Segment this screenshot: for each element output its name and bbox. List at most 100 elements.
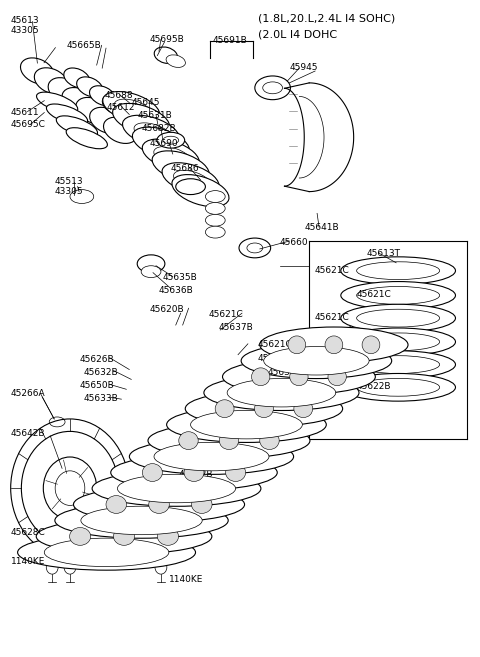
- Ellipse shape: [128, 112, 154, 132]
- Ellipse shape: [81, 506, 202, 535]
- Text: 45611: 45611: [11, 108, 39, 116]
- Ellipse shape: [154, 47, 178, 64]
- Text: 45621C: 45621C: [258, 340, 292, 349]
- Text: 45945: 45945: [289, 63, 318, 72]
- Ellipse shape: [219, 432, 239, 449]
- Text: 45621C: 45621C: [208, 310, 243, 319]
- Text: 45621C: 45621C: [314, 265, 349, 275]
- Text: 45622B: 45622B: [357, 382, 391, 392]
- Ellipse shape: [157, 528, 179, 545]
- Ellipse shape: [167, 407, 326, 442]
- Ellipse shape: [241, 343, 392, 378]
- Ellipse shape: [122, 115, 180, 147]
- Text: 45621C: 45621C: [357, 290, 391, 300]
- Text: 45613
43305: 45613 43305: [11, 16, 39, 35]
- Text: 45645: 45645: [131, 98, 160, 106]
- Text: 45631B: 45631B: [137, 110, 172, 120]
- Ellipse shape: [205, 191, 225, 202]
- Ellipse shape: [114, 99, 152, 120]
- Ellipse shape: [18, 535, 195, 570]
- Ellipse shape: [174, 170, 212, 191]
- Ellipse shape: [134, 123, 172, 144]
- Ellipse shape: [36, 518, 212, 555]
- Ellipse shape: [290, 368, 308, 386]
- Ellipse shape: [22, 432, 119, 545]
- Ellipse shape: [362, 336, 380, 353]
- Ellipse shape: [154, 442, 269, 471]
- Ellipse shape: [254, 399, 274, 418]
- Text: 45632B: 45632B: [84, 367, 119, 376]
- Ellipse shape: [154, 147, 192, 168]
- Text: 45682B: 45682B: [141, 124, 176, 133]
- Text: 45513
43305: 45513 43305: [54, 177, 83, 196]
- Ellipse shape: [184, 464, 204, 482]
- Text: 45660: 45660: [279, 238, 308, 247]
- Ellipse shape: [70, 528, 91, 545]
- Text: 45695C: 45695C: [11, 120, 46, 129]
- Text: 45266A: 45266A: [11, 390, 45, 398]
- Text: 45625C: 45625C: [176, 443, 211, 453]
- Ellipse shape: [155, 560, 167, 574]
- Ellipse shape: [36, 92, 78, 113]
- Ellipse shape: [44, 538, 169, 566]
- Ellipse shape: [341, 373, 456, 401]
- Text: 45628C: 45628C: [11, 528, 46, 537]
- Ellipse shape: [341, 282, 456, 309]
- Text: (2.0L I4 DOHC: (2.0L I4 DOHC: [258, 30, 337, 39]
- Text: 45621: 45621: [258, 353, 286, 363]
- Ellipse shape: [141, 265, 161, 278]
- Ellipse shape: [89, 86, 116, 106]
- Text: 45620B: 45620B: [149, 306, 184, 314]
- Ellipse shape: [66, 127, 108, 148]
- Ellipse shape: [176, 179, 205, 194]
- Ellipse shape: [55, 503, 228, 538]
- Ellipse shape: [106, 495, 127, 513]
- Text: 45637B: 45637B: [218, 323, 253, 332]
- Ellipse shape: [113, 103, 170, 135]
- Ellipse shape: [103, 91, 160, 124]
- Ellipse shape: [64, 560, 76, 574]
- Ellipse shape: [204, 375, 359, 411]
- Ellipse shape: [132, 127, 190, 159]
- Ellipse shape: [205, 214, 225, 226]
- Ellipse shape: [118, 474, 236, 503]
- Text: 45612: 45612: [107, 102, 135, 112]
- Text: 45637B: 45637B: [268, 367, 302, 376]
- Text: 45636B: 45636B: [159, 286, 194, 294]
- Text: 45688: 45688: [105, 91, 133, 100]
- Ellipse shape: [46, 560, 58, 574]
- Ellipse shape: [341, 257, 456, 284]
- Ellipse shape: [227, 378, 336, 407]
- Ellipse shape: [252, 368, 270, 386]
- Text: 45690: 45690: [149, 139, 178, 148]
- Text: 45635B: 45635B: [163, 273, 198, 282]
- Text: 1140KE: 1140KE: [11, 557, 45, 566]
- Ellipse shape: [328, 368, 346, 386]
- Text: 45637B: 45637B: [173, 457, 207, 466]
- Text: 45626B: 45626B: [80, 355, 115, 364]
- Text: 45628C: 45628C: [179, 483, 214, 492]
- Text: 45691B: 45691B: [212, 36, 247, 45]
- Ellipse shape: [325, 336, 343, 353]
- Ellipse shape: [239, 238, 271, 258]
- Ellipse shape: [76, 97, 109, 124]
- Ellipse shape: [166, 55, 185, 68]
- Ellipse shape: [264, 346, 369, 375]
- Ellipse shape: [288, 336, 306, 353]
- Ellipse shape: [223, 359, 375, 395]
- Ellipse shape: [179, 432, 198, 449]
- Ellipse shape: [191, 411, 302, 439]
- Ellipse shape: [260, 432, 279, 449]
- Text: 45624C: 45624C: [357, 337, 391, 346]
- Ellipse shape: [130, 439, 294, 474]
- Ellipse shape: [115, 104, 142, 124]
- Text: 45623T: 45623T: [248, 390, 282, 398]
- Text: 45613T: 45613T: [367, 249, 400, 258]
- Ellipse shape: [215, 399, 234, 418]
- Ellipse shape: [102, 95, 129, 114]
- Text: 45621C: 45621C: [314, 313, 349, 322]
- Ellipse shape: [48, 78, 82, 104]
- Ellipse shape: [185, 391, 343, 426]
- Ellipse shape: [47, 104, 88, 125]
- Ellipse shape: [149, 495, 169, 513]
